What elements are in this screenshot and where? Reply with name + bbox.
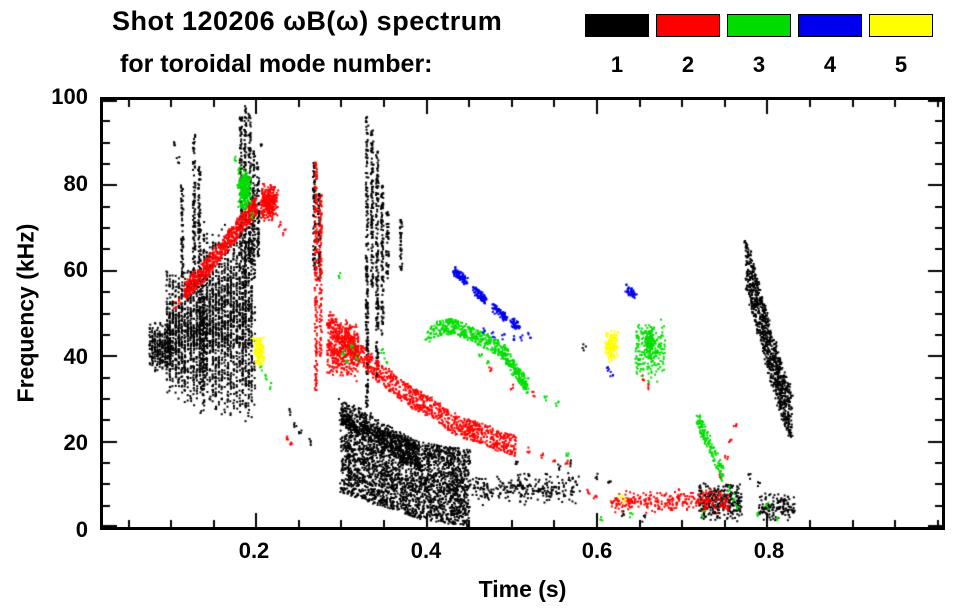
legend-label-n2: 2 <box>681 52 695 77</box>
y-tick-label-80: 80 <box>63 171 88 196</box>
legend-swatch-n2 <box>656 14 720 37</box>
legend-swatch-n1 <box>585 14 649 37</box>
y-axis-label: Frequency (kHz) <box>12 223 39 403</box>
legend-label-n3: 3 <box>752 52 766 77</box>
y-tick-label-100: 100 <box>51 84 88 109</box>
legend-label-n1: 1 <box>610 52 624 77</box>
x-axis-label: Time (s) <box>478 576 567 602</box>
x-tick-label-0.6: 0.6 <box>581 538 613 563</box>
legend-labels: 1 2 3 4 5 <box>585 52 933 78</box>
x-tick-label-0.2: 0.2 <box>238 538 270 563</box>
figure-title: Shot 120206 ωB(ω) spectrum <box>112 6 503 36</box>
legend-swatch-n3 <box>727 14 791 37</box>
figure-subtitle: for toroidal mode number: <box>120 50 433 78</box>
x-tick-label-0.4: 0.4 <box>410 538 442 563</box>
y-tick-label-20: 20 <box>63 430 88 455</box>
legend <box>585 14 933 37</box>
x-tick-label-0.8: 0.8 <box>753 538 785 563</box>
legend-swatch-n5 <box>869 14 933 37</box>
y-tick-label-40: 40 <box>63 344 88 369</box>
legend-label-n4: 4 <box>823 52 837 77</box>
legend-swatch-n4 <box>798 14 862 37</box>
spectrogram-canvas <box>103 100 942 527</box>
y-tick-label-60: 60 <box>63 257 88 282</box>
plot-area <box>100 97 945 530</box>
legend-label-n5: 5 <box>894 52 908 77</box>
y-tick-label-0: 0 <box>75 517 88 542</box>
